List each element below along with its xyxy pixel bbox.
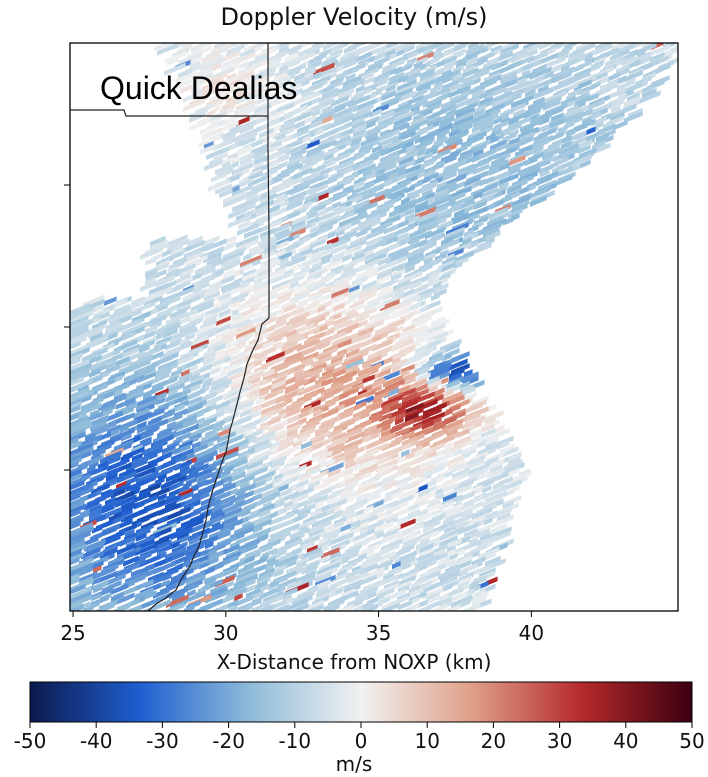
colorbar-tick-label: -30 (146, 729, 179, 753)
colorbar-tick-label: -20 (212, 729, 245, 753)
dealias-label: Quick Dealias (100, 70, 297, 107)
colorbar-tick-label: -40 (80, 729, 113, 753)
colorbar-ticks: -50 -40 -30 -20 -10 0 10 20 30 40 50 (14, 722, 705, 753)
velocity-gates (70, 38, 692, 616)
colorbar-tick-label: 30 (547, 729, 572, 753)
colorbar-tick-label: 0 (355, 729, 368, 753)
velocity-gate (339, 604, 354, 614)
x-tick-label: 40 (519, 621, 544, 645)
x-axis: 25 30 35 40 (60, 611, 544, 645)
x-tick-label: 30 (213, 621, 238, 645)
velocity-gate (181, 513, 191, 521)
colorbar-tick-label: 20 (481, 729, 506, 753)
x-tick-label: 35 (366, 621, 391, 645)
x-tick-label: 25 (60, 621, 85, 645)
radar-field (70, 38, 692, 616)
velocity-gate (145, 257, 157, 266)
colorbar-tick-label: -10 (278, 729, 311, 753)
colorbar-tick-label: 50 (679, 729, 704, 753)
velocity-gate (252, 605, 261, 613)
colorbar-tick-label: 40 (613, 729, 638, 753)
velocity-gate (420, 305, 429, 313)
x-axis-label: X-Distance from NOXP (km) (0, 650, 708, 674)
y-axis (64, 185, 70, 470)
colorbar-tick-label: 10 (414, 729, 439, 753)
velocity-gate (114, 604, 130, 615)
colorbar (30, 682, 692, 722)
colorbar-label: m/s (0, 752, 708, 776)
colorbar-tick-label: -50 (14, 729, 47, 753)
